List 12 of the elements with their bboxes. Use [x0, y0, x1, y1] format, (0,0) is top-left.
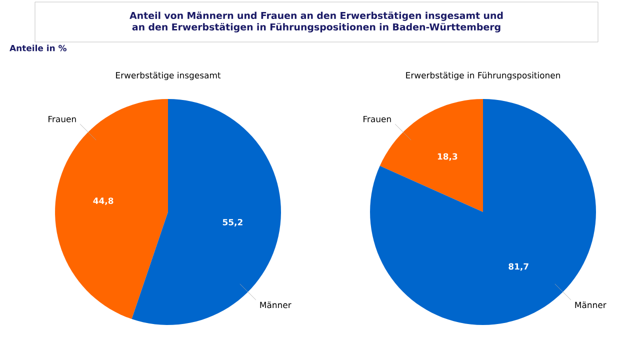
slice-label: Männer	[575, 302, 606, 308]
data-label: 44,8	[93, 198, 114, 206]
data-label: 55,2	[222, 218, 242, 226]
data-label: 18,3	[438, 153, 458, 161]
slice-label: Frauen	[364, 116, 391, 122]
text: Anteil von Männern und Frauen an den Erwerbstätigen insgesamt und an den Erwerbstätigen in Führungspositionen in Baden-Württemberg	[130, 12, 503, 32]
chart-subtitle: Erwerbstätige insgesamt	[116, 72, 221, 80]
text: Anteile in %	[10, 44, 66, 52]
slice-label: Männer	[260, 302, 292, 308]
chart-subtitle: Erwerbstätige in Führungspositionen	[406, 72, 560, 80]
slice-label: Frauen	[48, 116, 76, 122]
data-label: 81,7	[508, 263, 528, 271]
